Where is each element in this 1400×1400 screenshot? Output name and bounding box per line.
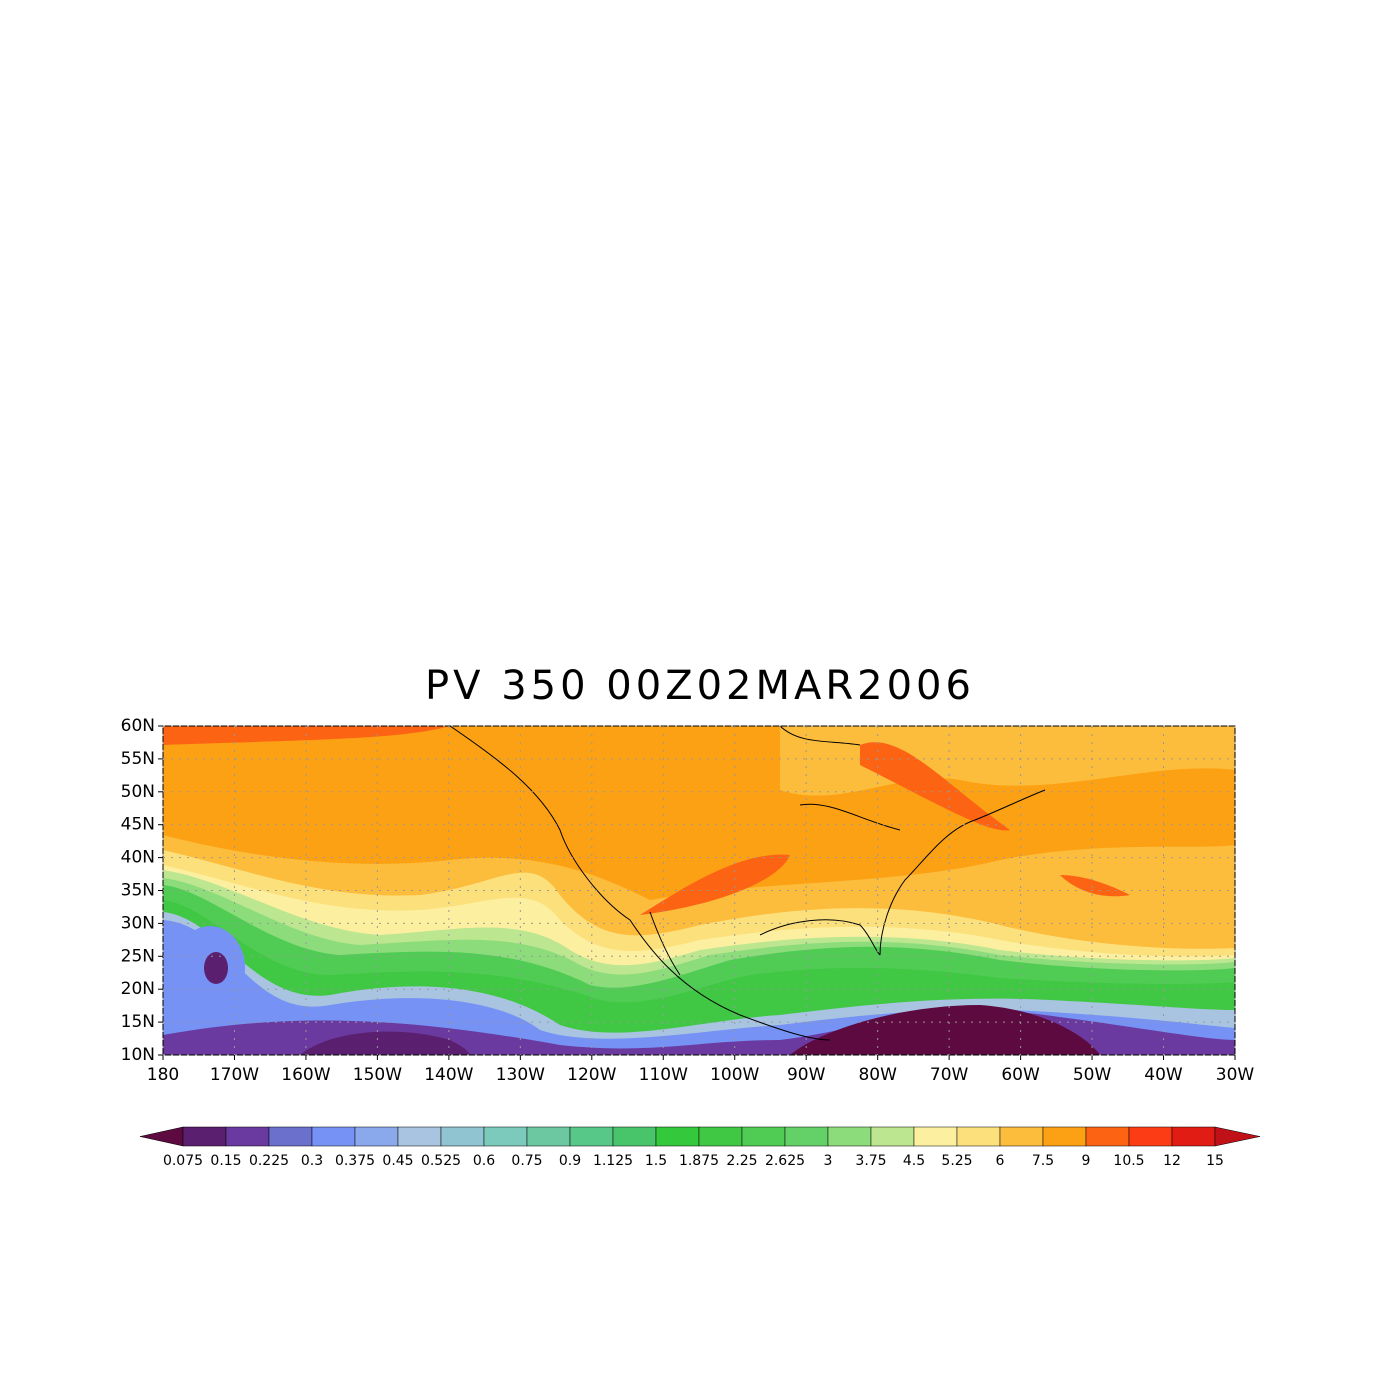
colorbar-label: 0.15 <box>210 1153 241 1169</box>
x-tick-label: 60W <box>1001 1065 1040 1085</box>
x-tick-label: 30W <box>1216 1065 1255 1085</box>
colorbar-label: 9 <box>1082 1153 1091 1169</box>
colorbar-box <box>569 1126 614 1147</box>
x-tick-label: 170W <box>210 1065 259 1085</box>
colorbar-box <box>1085 1126 1130 1147</box>
colorbar-box <box>311 1126 356 1147</box>
colorbar-label: 0.225 <box>249 1153 289 1169</box>
x-tick-label: 110W <box>639 1065 688 1085</box>
x-tick-label: 80W <box>858 1065 897 1085</box>
x-tick-label: 120W <box>567 1065 616 1085</box>
colorbar-box <box>956 1126 1001 1147</box>
y-tick-label: 40N <box>121 848 155 868</box>
colorbar-box <box>698 1126 743 1147</box>
y-tick-label: 35N <box>121 881 155 901</box>
colorbar-label: 15 <box>1206 1153 1224 1169</box>
colorbar-box <box>655 1126 700 1147</box>
colorbar-label: 3.75 <box>855 1153 886 1169</box>
x-tick-label: 150W <box>353 1065 402 1085</box>
colorbar-label: 1.125 <box>593 1153 633 1169</box>
colorbar-box <box>1171 1126 1216 1147</box>
colorbar-label: 0.75 <box>511 1153 542 1169</box>
x-tick-label: 130W <box>496 1065 545 1085</box>
colorbar-box <box>827 1126 872 1147</box>
colorbar-box <box>741 1126 786 1147</box>
colorbar-arrow-low <box>139 1126 184 1147</box>
colorbar-label: 7.5 <box>1032 1153 1054 1169</box>
colorbar-label: 0.375 <box>335 1153 375 1169</box>
colorbar-box <box>354 1126 399 1147</box>
y-tick-label: 20N <box>121 979 155 999</box>
x-tick-label: 70W <box>930 1065 969 1085</box>
y-tick-label: 55N <box>121 749 155 769</box>
colorbar-label: 0.9 <box>559 1153 581 1169</box>
colorbar-label: 1.5 <box>645 1153 667 1169</box>
x-tick-label: 160W <box>281 1065 330 1085</box>
y-tick-label: 60N <box>121 716 155 736</box>
x-tick-label: 180 <box>147 1065 179 1085</box>
colorbar-arrow-high <box>1214 1126 1261 1147</box>
colorbar-box <box>182 1126 227 1147</box>
colorbar-box <box>526 1126 571 1147</box>
y-tick-label: 10N <box>121 1045 155 1065</box>
colorbar-label: 1.875 <box>679 1153 719 1169</box>
x-tick-label: 100W <box>710 1065 759 1085</box>
colorbar-label: 0.45 <box>382 1153 413 1169</box>
colorbar-label: 0.3 <box>301 1153 323 1169</box>
colorbar-box <box>440 1126 485 1147</box>
x-tick-label: 50W <box>1073 1065 1112 1085</box>
y-tick-label: 50N <box>121 782 155 802</box>
field <box>163 726 1235 1055</box>
colorbar-box <box>913 1126 958 1147</box>
colorbar-label: 12 <box>1163 1153 1181 1169</box>
colorbar-box <box>1042 1126 1087 1147</box>
colorbar-label: 10.5 <box>1113 1153 1144 1169</box>
colorbar-box <box>268 1126 313 1147</box>
x-tick-label: 40W <box>1144 1065 1183 1085</box>
colorbar-box <box>225 1126 270 1147</box>
x-tick-label: 140W <box>424 1065 473 1085</box>
colorbar-label: 5.25 <box>941 1153 972 1169</box>
colorbar-label: 2.25 <box>726 1153 757 1169</box>
y-tick-label: 45N <box>121 815 155 835</box>
y-tick-label: 30N <box>121 913 155 933</box>
y-tick-label: 15N <box>121 1012 155 1032</box>
colorbar-box <box>483 1126 528 1147</box>
colorbar-label: 0.525 <box>421 1153 461 1169</box>
colorbar-box <box>870 1126 915 1147</box>
colorbar-label: 2.625 <box>765 1153 805 1169</box>
colorbar-label: 0.6 <box>473 1153 495 1169</box>
title: PV 350 00Z02MAR2006 <box>425 663 975 709</box>
colorbar-box <box>784 1126 829 1147</box>
y-tick-label: 25N <box>121 946 155 966</box>
colorbar-label: 0.075 <box>163 1153 203 1169</box>
colorbar-box <box>1128 1126 1173 1147</box>
colorbar-box <box>397 1126 442 1147</box>
colorbar-label: 3 <box>824 1153 833 1169</box>
colorbar-box <box>999 1126 1044 1147</box>
colorbar-label: 4.5 <box>903 1153 925 1169</box>
colorbar-box <box>612 1126 657 1147</box>
x-tick-label: 90W <box>787 1065 826 1085</box>
colorbar-label: 6 <box>996 1153 1005 1169</box>
